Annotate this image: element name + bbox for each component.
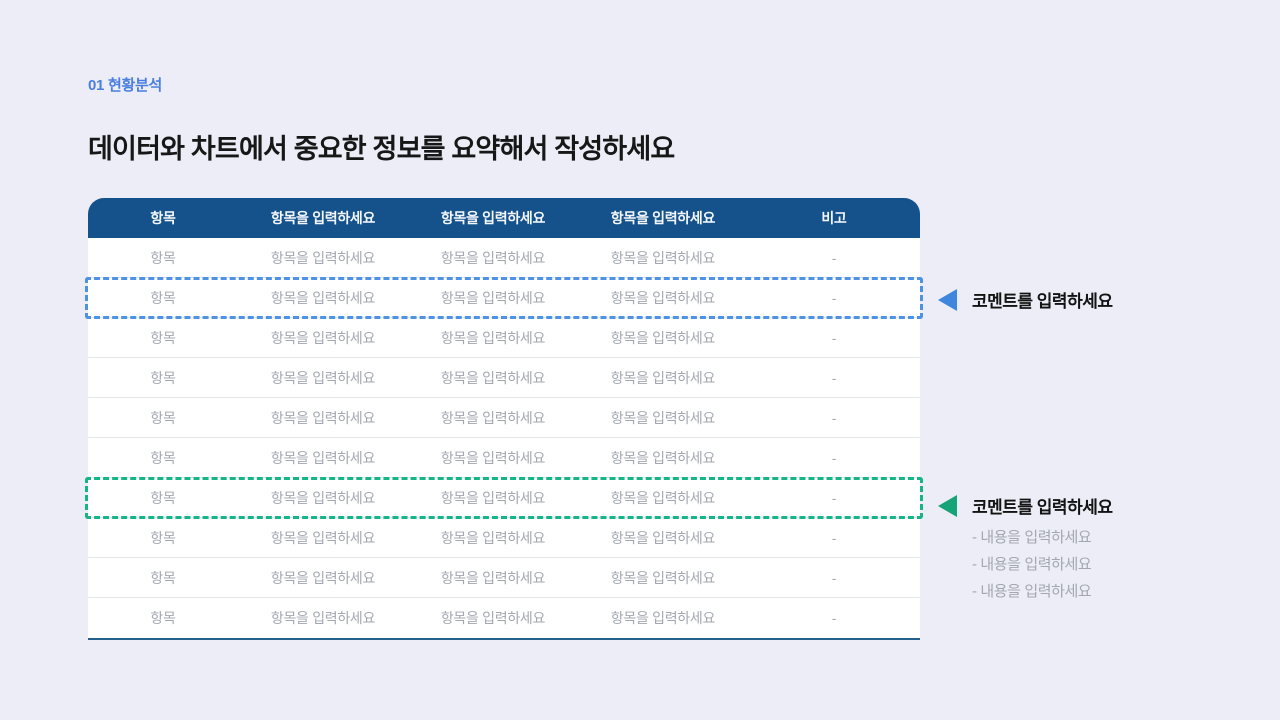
table-cell[interactable]: - <box>831 610 837 626</box>
table-cell[interactable]: 항목 <box>150 529 176 546</box>
table-cell[interactable]: 항목을 입력하세요 <box>270 249 376 266</box>
callout-sub-item[interactable]: - 내용을 입력하세요 <box>972 583 1092 600</box>
table-cell[interactable]: 항목을 입력하세요 <box>610 449 716 466</box>
table-cell[interactable]: 항목을 입력하세요 <box>610 529 716 546</box>
table-header-cell: 항목 <box>150 210 176 226</box>
table-cell[interactable]: - <box>831 449 837 466</box>
table-cell[interactable]: 항목을 입력하세요 <box>610 489 716 506</box>
table-cell[interactable]: 항목을 입력하세요 <box>440 409 546 426</box>
green-left-triangle-icon <box>938 494 957 517</box>
table-header-cell: 항목을 입력하세요 <box>270 210 376 226</box>
table-row: 항목 항목을 입력하세요 항목을 입력하세요 항목을 입력하세요 - <box>88 598 920 638</box>
table-cell[interactable]: 항목을 입력하세요 <box>270 409 376 426</box>
table-cell[interactable]: 항목 <box>150 489 176 506</box>
green-callout-items: - 내용을 입력하세요 - 내용을 입력하세요 - 내용을 입력하세요 <box>972 524 1092 605</box>
table-cell[interactable]: 항목을 입력하세요 <box>270 489 376 506</box>
data-table: 항목 항목을 입력하세요 항목을 입력하세요 항목을 입력하세요 비고 항목 항목을 입력… <box>85 198 923 640</box>
table-cell[interactable]: 항목을 입력하세요 <box>610 249 716 266</box>
table-cell[interactable]: - <box>831 289 837 306</box>
table-cell[interactable]: 항목을 입력하세요 <box>440 329 546 346</box>
table-cell[interactable]: - <box>831 369 837 386</box>
table-header-cell: 항목을 입력하세요 <box>610 210 716 226</box>
table-cell[interactable]: 항목을 입력하세요 <box>270 369 376 386</box>
callout-sub-item[interactable]: - 내용을 입력하세요 <box>972 529 1092 546</box>
table-cell[interactable]: 항목을 입력하세요 <box>610 369 716 386</box>
table-row: 항목 항목을 입력하세요 항목을 입력하세요 항목을 입력하세요 - <box>88 558 920 598</box>
green-callout-label[interactable]: 코멘트를 입력하세요 <box>972 498 1113 517</box>
table-cell[interactable]: 항목을 입력하세요 <box>440 529 546 546</box>
table-row: 항목 항목을 입력하세요 항목을 입력하세요 항목을 입력하세요 - <box>88 518 920 558</box>
table-cell[interactable]: 항목을 입력하세요 <box>440 249 546 266</box>
table-header-cell: 항목을 입력하세요 <box>440 210 546 226</box>
table-cell[interactable]: 항목 <box>150 610 176 626</box>
table-row: 항목 항목을 입력하세요 항목을 입력하세요 항목을 입력하세요 - <box>88 478 920 518</box>
blue-callout: 코멘트를 입력하세요 <box>938 287 1113 312</box>
table-row: 항목 항목을 입력하세요 항목을 입력하세요 항목을 입력하세요 - <box>88 238 920 278</box>
table-header-cell: 비고 <box>821 210 847 226</box>
table-cell[interactable]: - <box>831 569 837 586</box>
table-cell[interactable]: 항목을 입력하세요 <box>610 329 716 346</box>
section-label: 01 현황분석 <box>88 77 162 94</box>
table-cell[interactable]: 항목 <box>150 289 176 306</box>
table-cell[interactable]: 항목 <box>150 569 176 586</box>
table-cell[interactable]: 항목을 입력하세요 <box>610 289 716 306</box>
table-cell[interactable]: 항목 <box>150 329 176 346</box>
table-cell[interactable]: 항목 <box>150 409 176 426</box>
table-cell[interactable]: - <box>831 489 837 506</box>
table-cell[interactable]: 항목을 입력하세요 <box>270 529 376 546</box>
table-row: 항목 항목을 입력하세요 항목을 입력하세요 항목을 입력하세요 - <box>88 438 920 478</box>
green-callout: 코멘트를 입력하세요 <box>938 493 1113 518</box>
page-title: 데이터와 차트에서 중요한 정보를 요약해서 작성하세요 <box>88 134 675 164</box>
table-cell[interactable]: 항목을 입력하세요 <box>270 289 376 306</box>
table-cell[interactable]: 항목을 입력하세요 <box>440 569 546 586</box>
table-cell[interactable]: 항목을 입력하세요 <box>610 409 716 426</box>
table-cell[interactable]: 항목을 입력하세요 <box>270 569 376 586</box>
callout-sub-item[interactable]: - 내용을 입력하세요 <box>972 556 1092 573</box>
table-cell[interactable]: 항목을 입력하세요 <box>440 289 546 306</box>
table-cell[interactable]: - <box>831 529 837 546</box>
table-cell[interactable]: 항목 <box>150 369 176 386</box>
table-row: 항목 항목을 입력하세요 항목을 입력하세요 항목을 입력하세요 - <box>88 318 920 358</box>
table-cell[interactable]: 항목을 입력하세요 <box>440 449 546 466</box>
table-cell[interactable]: - <box>831 249 837 266</box>
table-cell[interactable]: 항목을 입력하세요 <box>610 569 716 586</box>
table-cell[interactable]: 항목 <box>150 249 176 266</box>
table-row: 항목 항목을 입력하세요 항목을 입력하세요 항목을 입력하세요 - <box>88 278 920 318</box>
table-cell[interactable]: 항목을 입력하세요 <box>440 369 546 386</box>
table-body: 항목 항목을 입력하세요 항목을 입력하세요 항목을 입력하세요 - 항목 항목을 입력하세… <box>88 238 920 638</box>
table-cell[interactable]: 항목 <box>150 449 176 466</box>
table-row: 항목 항목을 입력하세요 항목을 입력하세요 항목을 입력하세요 - <box>88 358 920 398</box>
table-cell[interactable]: 항목을 입력하세요 <box>440 610 546 626</box>
table-cell[interactable]: - <box>831 329 837 346</box>
blue-callout-label[interactable]: 코멘트를 입력하세요 <box>972 292 1113 311</box>
table-cell[interactable]: 항목을 입력하세요 <box>610 610 716 626</box>
blue-left-triangle-icon <box>938 288 957 311</box>
table-cell[interactable]: 항목을 입력하세요 <box>270 610 376 626</box>
table-cell[interactable]: - <box>831 409 837 426</box>
table-header-row: 항목 항목을 입력하세요 항목을 입력하세요 항목을 입력하세요 비고 <box>88 198 920 238</box>
table-row: 항목 항목을 입력하세요 항목을 입력하세요 항목을 입력하세요 - <box>88 398 920 438</box>
table-cell[interactable]: 항목을 입력하세요 <box>270 449 376 466</box>
table-cell[interactable]: 항목을 입력하세요 <box>270 329 376 346</box>
table-cell[interactable]: 항목을 입력하세요 <box>440 489 546 506</box>
